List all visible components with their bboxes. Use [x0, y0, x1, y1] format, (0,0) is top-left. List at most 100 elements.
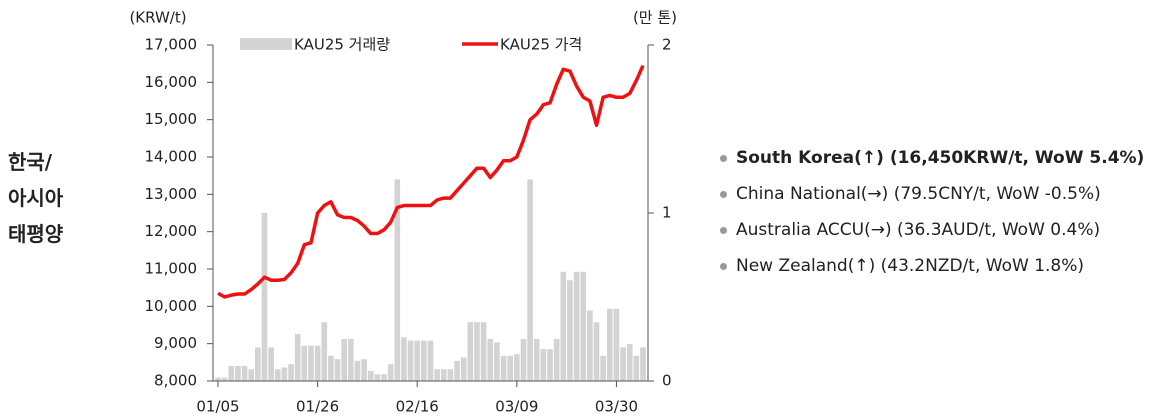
- bar: [587, 310, 593, 381]
- bar: [573, 271, 580, 381]
- bar: [467, 322, 474, 381]
- y2-axis-label: (만 톤): [633, 9, 677, 27]
- bar: [407, 340, 414, 381]
- y-tick-label: 12,000: [145, 222, 198, 240]
- bar: [567, 280, 573, 381]
- y2-tick-label: 2: [662, 36, 672, 54]
- y-tick-label: 16,000: [145, 73, 198, 91]
- side-label-line: 아시아: [8, 186, 64, 210]
- note: China National(→) (79.5CNY/t, WoW -0.5%): [720, 176, 1144, 212]
- bar: [401, 337, 407, 381]
- price-line: [217, 64, 645, 299]
- x-tick-label: 01/05: [196, 398, 239, 416]
- bar: [235, 365, 241, 381]
- bar: [540, 349, 547, 381]
- bar: [381, 374, 387, 381]
- y2-tick-label: 0: [662, 372, 672, 390]
- x-tick-label: 02/16: [396, 398, 439, 416]
- y-tick-label: 8,000: [154, 372, 197, 390]
- bar: [341, 339, 347, 381]
- y-tick-label: 13,000: [145, 185, 198, 203]
- bar: [294, 333, 301, 381]
- bar: [626, 344, 633, 381]
- y-tick-label: 17,000: [145, 36, 198, 54]
- note: New Zealand(↑) (43.2NZD/t, WoW 1.8%): [720, 248, 1144, 284]
- bar: [553, 339, 560, 381]
- bar: [560, 271, 567, 381]
- bar: [640, 347, 646, 381]
- bar: [533, 339, 540, 381]
- y-tick-label: 11,000: [145, 260, 198, 278]
- x-tick-label: 03/30: [595, 398, 638, 416]
- bar: [268, 347, 274, 381]
- legend-label: KAU25 가격: [500, 36, 582, 54]
- legend-swatch: [240, 38, 292, 50]
- y-tick-label: 15,000: [145, 110, 198, 128]
- note: Australia ACCU(→) (36.3AUD/t, WoW 0.4%): [720, 212, 1144, 248]
- bar: [474, 322, 480, 381]
- bar: [494, 342, 500, 381]
- bar: [374, 374, 381, 381]
- y-tick-label: 10,000: [145, 297, 198, 315]
- bar: [288, 364, 294, 381]
- bar: [334, 359, 341, 381]
- bar: [228, 365, 235, 381]
- bar: [241, 365, 248, 381]
- bar: [480, 322, 487, 381]
- side-label-line: 한국/: [8, 150, 53, 174]
- bar: [215, 377, 221, 381]
- bar: [454, 360, 460, 381]
- bar: [321, 322, 328, 381]
- y-tick-label: 9,000: [154, 334, 197, 352]
- x-tick-label: 01/26: [296, 398, 339, 416]
- bar: [613, 308, 620, 381]
- bar: [633, 355, 640, 381]
- bar: [527, 179, 533, 381]
- bar: [434, 369, 440, 381]
- bar: [308, 345, 314, 381]
- bar: [520, 339, 527, 381]
- legend-label: KAU25 거래량: [294, 36, 390, 54]
- bar: [367, 370, 374, 381]
- bar: [421, 340, 427, 381]
- bar: [255, 347, 261, 381]
- bar: [547, 349, 553, 381]
- bar: [414, 340, 421, 381]
- side-label-line: 태평양: [8, 222, 64, 246]
- bar: [248, 369, 255, 381]
- notes: South Korea(↑) (16,450KRW/t, WoW 5.4%) Ch…: [720, 140, 1144, 284]
- bar: [221, 377, 228, 381]
- bar: [606, 308, 613, 381]
- bar: [460, 357, 467, 381]
- bar: [314, 345, 321, 381]
- x-tick-label: 03/09: [495, 398, 538, 416]
- bar: [261, 213, 268, 381]
- bar: [281, 367, 288, 381]
- bar: [600, 355, 606, 381]
- note: South Korea(↑) (16,450KRW/t, WoW 5.4%): [720, 140, 1144, 176]
- bar: [354, 360, 361, 381]
- bar: [387, 364, 394, 381]
- y2-tick-label: 1: [662, 204, 672, 222]
- y-tick-label: 14,000: [145, 148, 198, 166]
- bar: [427, 340, 434, 381]
- bar: [274, 369, 281, 381]
- bar: [487, 339, 494, 381]
- chart: 8,000 9,000 10,000 11,000 12,000 13,000 14,000…: [129, 9, 677, 416]
- bar: [580, 271, 587, 381]
- bar: [347, 339, 354, 381]
- bar: [620, 347, 626, 381]
- bar: [593, 322, 600, 381]
- bar: [500, 355, 507, 381]
- bar: [507, 355, 514, 381]
- bar: [328, 355, 334, 381]
- y-axis-label: (KRW/t): [129, 9, 186, 27]
- bar: [394, 179, 401, 381]
- bar: [447, 369, 454, 381]
- bar: [301, 345, 308, 381]
- bar: [440, 369, 447, 381]
- bar: [514, 354, 520, 381]
- bar: [361, 359, 367, 381]
